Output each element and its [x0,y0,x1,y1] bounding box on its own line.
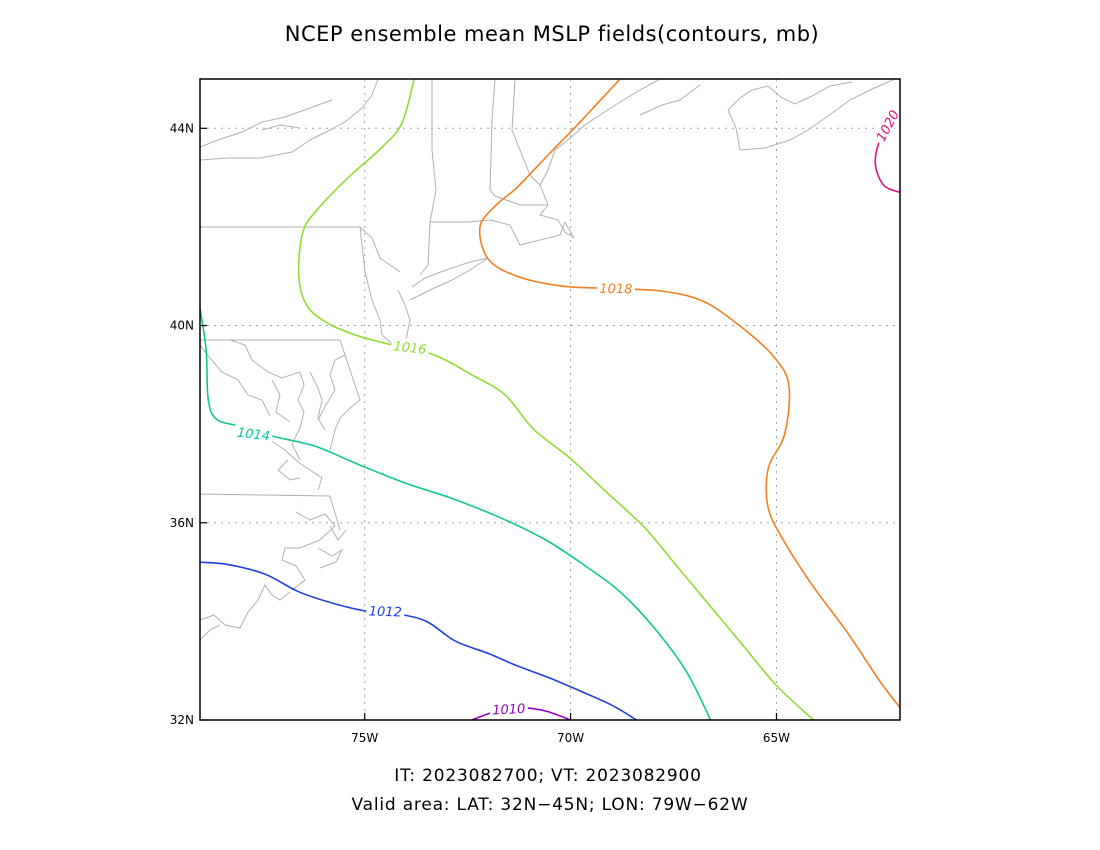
contour-label-group: 1016 [390,336,430,358]
contour-line-1018 [478,78,901,709]
lon-tick-label: 65W [763,731,790,745]
footer-valid-area: Valid area: LAT: 32N−45N; LON: 79W−62W [352,795,749,815]
map-frame [199,78,901,721]
coastline [739,78,896,151]
coastline [291,371,305,461]
border-line [199,99,333,148]
coastline [269,439,323,491]
lat-lon-grid [200,79,900,720]
state-border [199,493,341,531]
state-border [200,226,401,273]
state-border [419,189,437,276]
border-line [261,124,301,131]
state-border [489,78,496,197]
contour-label-1010: 1010 [492,702,526,719]
footer-time-info: IT: 2023082700; VT: 2023082900 [394,766,701,786]
axis-ticks: 75W 70W 65W 32N 36N 40N 44N [170,121,790,745]
contour-label-group: 1010 [489,699,529,719]
contour-label-background [390,336,430,357]
coastline [539,78,661,186]
border-line [199,78,379,161]
figure-title: NCEP ensemble mean MSLP fields(contours,… [285,22,819,46]
state-border [359,226,383,336]
contour-label-1016: 1016 [393,339,428,358]
coastlines-and-borders [199,78,896,641]
coastline [727,81,853,111]
coastline [639,84,701,116]
coastline [727,109,741,151]
state-border [229,339,301,379]
coastline [329,339,361,451]
state-border [199,344,271,417]
lat-tick-label: 44N [170,121,194,135]
map-background [200,79,900,720]
contour-label-group: 1012 [366,601,405,621]
contour-label-1012: 1012 [368,604,402,620]
coastline [277,459,301,481]
contour-label-background [489,699,529,718]
state-border [271,379,291,423]
lon-tick-label: 70W [557,731,584,745]
contour-label-group: 1018 [596,279,636,298]
contour-line-1014 [199,308,712,721]
contour-line-1012 [199,561,637,721]
lon-tick-label: 75W [351,731,378,745]
contour-label-background [366,601,405,620]
coastline [199,584,291,629]
coastline [317,547,344,569]
contour-label-1014: 1014 [236,426,271,445]
contour-label-background [233,422,274,444]
state-border [511,78,541,186]
coastline [199,624,221,641]
contour-label-background [596,279,636,296]
contour-line-1016 [297,78,815,721]
coastline [281,511,336,591]
contour-label-background [870,104,903,146]
coastline [467,219,566,246]
lat-tick-label: 32N [170,713,194,727]
coastline [317,354,346,421]
lat-tick-label: 36N [170,516,194,530]
state-border [431,79,437,191]
contour-label-group: 1014 [233,422,274,445]
lat-tick-label: 40N [170,319,194,333]
contour-label-1018: 1018 [599,282,632,298]
coastline [329,525,347,541]
coastline [309,371,326,431]
